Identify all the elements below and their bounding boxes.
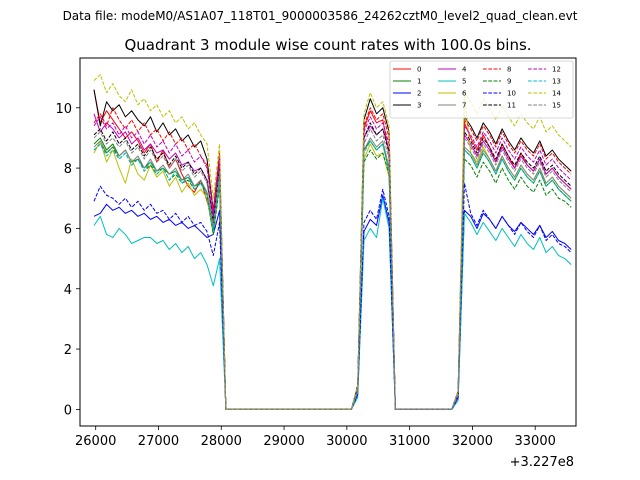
x-tick-label: 30000: [326, 434, 367, 449]
x-tick-label: 27000: [138, 434, 179, 449]
legend-label-2: 2: [417, 90, 421, 98]
chart-title: Quadrant 3 module wise count rates with …: [124, 36, 531, 54]
y-tick-label: 4: [64, 283, 72, 298]
series-layer: [93, 74, 572, 410]
figure-suptitle: Data file: modeM0/AS1A07_118T01_90000035…: [63, 9, 578, 23]
x-tick-label: 28000: [201, 434, 242, 449]
legend-label-7: 7: [462, 102, 466, 110]
legend-label-12: 12: [552, 66, 561, 74]
series-line-15: [93, 128, 572, 410]
legend-label-13: 13: [552, 78, 561, 86]
x-tick-label: 29000: [263, 434, 304, 449]
legend-label-0: 0: [417, 66, 421, 74]
y-tick-label: 0: [64, 403, 72, 418]
x-tick-label: 31000: [389, 434, 430, 449]
y-tick-label: 6: [64, 222, 72, 237]
x-tick-label: 33000: [515, 434, 556, 449]
legend-label-14: 14: [552, 90, 561, 98]
legend-label-1: 1: [417, 78, 421, 86]
legend-label-6: 6: [462, 90, 467, 98]
y-tick-label: 2: [64, 343, 72, 358]
x-tick-label: 32000: [452, 434, 493, 449]
x-offset-label: +3.227e8: [510, 455, 574, 470]
x-tick-label: 26000: [75, 434, 116, 449]
y-tick-label: 10: [55, 102, 72, 117]
y-tick-label: 8: [64, 162, 72, 177]
legend-label-5: 5: [462, 78, 466, 86]
legend-label-15: 15: [552, 102, 561, 110]
legend-label-3: 3: [417, 102, 421, 110]
legend-label-9: 9: [507, 78, 511, 86]
legend-label-11: 11: [507, 102, 516, 110]
y-axis: 0 2 4 6 8 10: [55, 102, 80, 418]
plot-frame: [79, 57, 577, 427]
x-axis: 26000 27000 28000 29000 30000 31000 32000 33000: [75, 426, 556, 449]
series-line-12: [93, 116, 572, 410]
legend-label-10: 10: [507, 90, 516, 98]
legend-label-8: 8: [507, 66, 511, 74]
legend-frame: [389, 60, 574, 119]
legend-label-4: 4: [462, 66, 467, 74]
